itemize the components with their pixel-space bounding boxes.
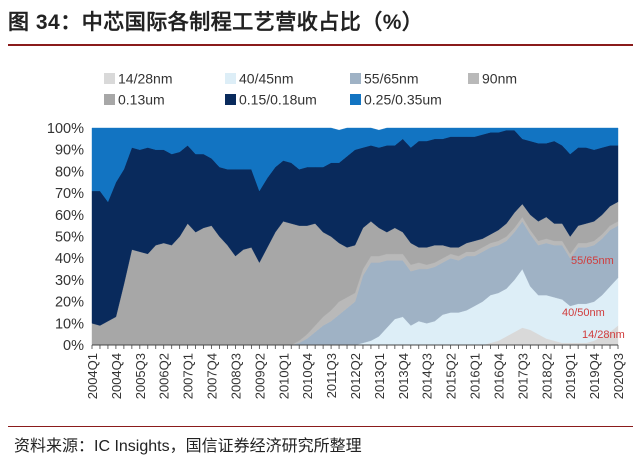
annotation-55-65nm: 55/65nm xyxy=(571,255,614,267)
legend-label-90nm: 90nm xyxy=(482,71,517,87)
y-axis: 0% 10% 20% 30% 40% 50% 60% 70% 80% 90% 100% xyxy=(47,121,84,354)
y-tick-label: 10% xyxy=(55,316,84,332)
chart-legend: 14/28nm 40/45nm 55/65nm 90nm 0.13um 0.15/0.18… xyxy=(104,71,517,108)
legend-label-0-15-0-18um: 0.15/0.18um xyxy=(239,92,317,108)
x-tick-label: 2004Q4 xyxy=(109,353,124,399)
legend-swatch-14-28nm xyxy=(104,73,115,84)
legend-swatch-90nm xyxy=(468,73,479,84)
x-tick-label: 2007Q4 xyxy=(205,353,220,399)
legend-swatch-0-25-0-35um xyxy=(350,94,361,105)
x-tick-label: 2019Q4 xyxy=(587,353,602,399)
legend-label-14-28nm: 14/28nm xyxy=(118,71,172,87)
x-tick-label: 2020Q3 xyxy=(611,353,626,399)
y-tick-label: 40% xyxy=(55,251,84,267)
x-tick-label: 2010Q1 xyxy=(276,353,291,399)
x-tick-label: 2017Q3 xyxy=(515,353,530,399)
x-tick-label: 2014Q3 xyxy=(420,353,435,399)
y-tick-label: 50% xyxy=(55,230,84,246)
x-tick-label: 2008Q3 xyxy=(228,353,243,399)
x-tick-label: 2010Q4 xyxy=(300,353,315,399)
legend-label-55-65nm: 55/65nm xyxy=(364,71,418,87)
source-divider xyxy=(8,426,633,427)
x-tick-label: 2007Q1 xyxy=(181,353,196,399)
x-tick-label: 2018Q2 xyxy=(539,353,554,399)
y-tick-label: 80% xyxy=(55,164,84,180)
annotation-14-28nm: 14/28nm xyxy=(582,329,625,341)
legend-swatch-40-45nm xyxy=(225,73,236,84)
chart-areas xyxy=(91,127,619,346)
chart: 14/28nm 40/45nm 55/65nm 90nm 0.13um 0.15/0.18… xyxy=(47,71,626,400)
legend-swatch-0-15-0-18um xyxy=(225,94,236,105)
chart-annotations: 55/65nm 40/50nm 14/28nm xyxy=(562,255,625,341)
x-axis: 2004Q1 2004Q4 2005Q3 2006Q2 2007Q1 2007Q4 2008… xyxy=(85,344,626,399)
y-tick-label: 20% xyxy=(55,295,84,311)
x-tick-label: 2004Q1 xyxy=(85,353,100,399)
y-tick-label: 90% xyxy=(55,143,84,159)
area-0-25-0-35um xyxy=(91,127,619,203)
y-tick-label: 100% xyxy=(47,121,84,137)
x-tick-label: 2016Q1 xyxy=(468,353,483,399)
legend-swatch-0-13um xyxy=(104,94,115,105)
legend-swatch-55-65nm xyxy=(350,73,361,84)
x-tick-label: 2016Q4 xyxy=(491,353,506,399)
title-divider xyxy=(8,44,633,46)
x-tick-label: 2005Q3 xyxy=(133,353,148,399)
y-tick-label: 30% xyxy=(55,273,84,289)
annotation-40-45nm: 40/50nm xyxy=(562,307,605,319)
x-tick-label: 2011Q3 xyxy=(324,353,339,398)
x-tick-label: 2015Q2 xyxy=(444,353,459,399)
x-tick-label: 2013Q4 xyxy=(396,353,411,399)
page-title: 图 34：中芯国际各制程工艺营收占比（%） xyxy=(8,11,424,34)
source-note: 资料来源：IC Insights，国信证券经济研究所整理 xyxy=(14,438,362,455)
x-tick-label: 2009Q2 xyxy=(252,353,267,399)
y-tick-label: 60% xyxy=(55,208,84,224)
legend-label-0-13um: 0.13um xyxy=(118,92,165,108)
x-tick-label: 2013Q1 xyxy=(372,353,387,399)
x-tick-label: 2012Q2 xyxy=(348,353,363,399)
legend-label-40-45nm: 40/45nm xyxy=(239,71,293,87)
y-tick-label: 70% xyxy=(55,186,84,202)
y-tick-label: 0% xyxy=(63,338,84,354)
x-tick-label: 2006Q2 xyxy=(157,353,172,399)
x-tick-label: 2019Q1 xyxy=(563,353,578,399)
legend-label-0-25-0-35um: 0.25/0.35um xyxy=(364,92,442,108)
